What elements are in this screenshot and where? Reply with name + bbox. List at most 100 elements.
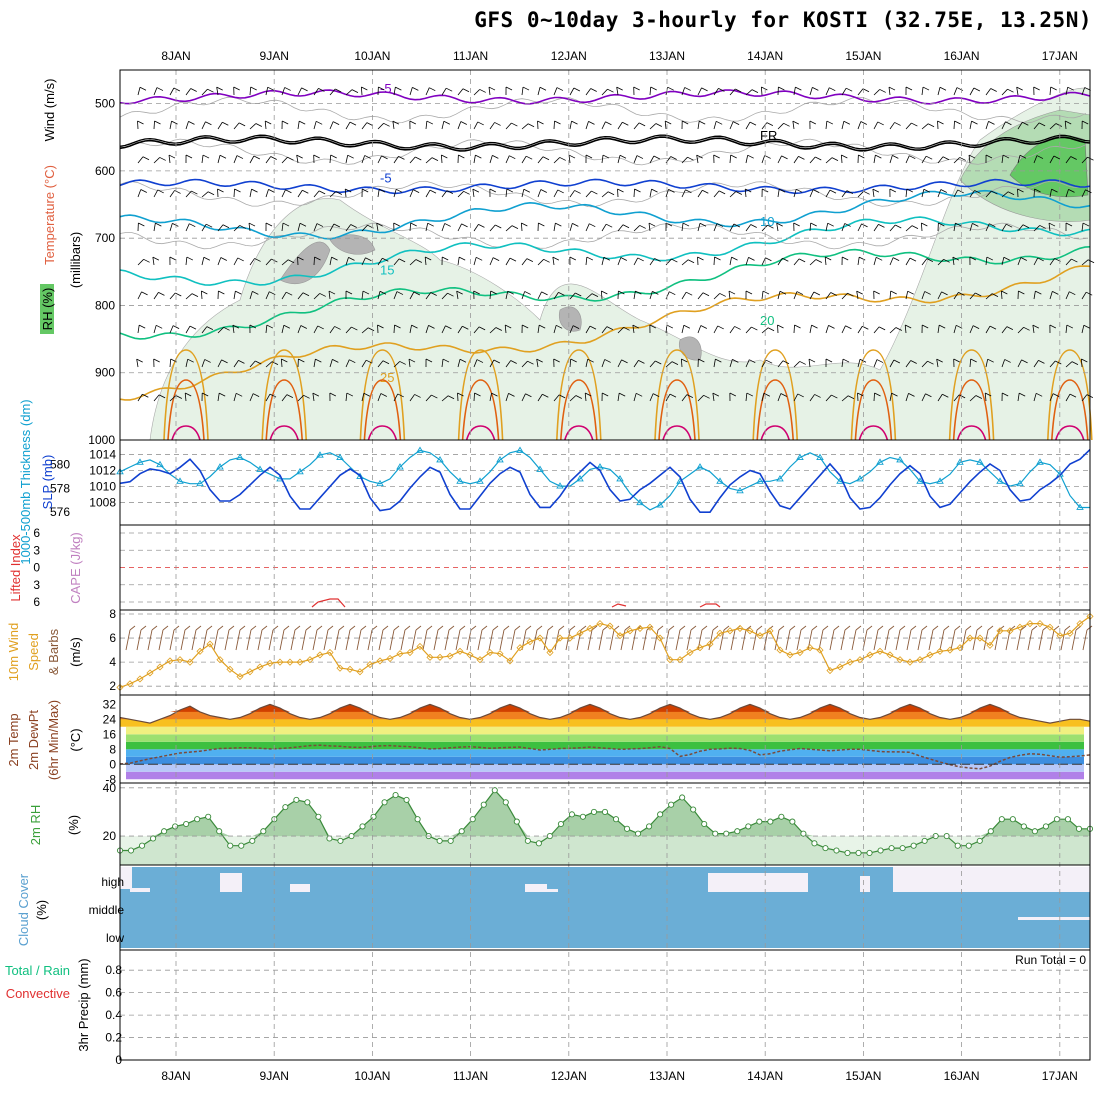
- lifted-index-tick-label: 6: [33, 526, 40, 540]
- wind-barb: [248, 223, 251, 232]
- wind-barb: [1001, 121, 1006, 130]
- wind-barb: [180, 629, 186, 651]
- wind-barb: [649, 258, 655, 266]
- wind-barb: [494, 122, 501, 126]
- wind-barb: [553, 157, 561, 164]
- wind-barb: [141, 291, 148, 296]
- wind-barb: [547, 625, 554, 631]
- wind-barb: [345, 359, 350, 368]
- wind-barb: [329, 191, 337, 198]
- wind-barb: [1070, 156, 1077, 160]
- temp-tick-label: -8: [105, 772, 116, 786]
- wind-barb: [441, 154, 448, 159]
- wind-barb: [733, 223, 741, 228]
- wind-barb: [286, 394, 294, 399]
- wind-barb: [937, 259, 944, 266]
- wind-barb: [815, 259, 823, 263]
- wind-barb: [889, 393, 892, 402]
- wind-barb: [649, 86, 652, 96]
- wind-barb: [841, 154, 848, 159]
- wind-barb: [921, 291, 926, 300]
- wind-barb: [363, 392, 371, 397]
- wind10m-speed-label: Speed: [26, 633, 41, 671]
- wind-barb: [888, 86, 896, 91]
- wind-barb: [1023, 326, 1030, 331]
- wind-barb: [184, 625, 191, 631]
- wind-barb: [200, 290, 203, 300]
- wind-barb: [206, 326, 214, 331]
- wind-barb: [296, 155, 299, 164]
- wind-barb: [763, 629, 769, 651]
- wind-barb: [681, 87, 686, 96]
- wind-barb: [840, 629, 846, 651]
- wind-barb: [1001, 257, 1005, 266]
- wind-barb: [825, 358, 833, 363]
- wind-speed-point: [1066, 629, 1074, 637]
- wind-barb: [879, 89, 886, 93]
- wind-barb: [955, 222, 962, 227]
- rh-point: [888, 845, 895, 852]
- wind-barb: [792, 120, 800, 125]
- wind-barb: [925, 393, 932, 398]
- thickness-tick-label: 576: [50, 505, 70, 519]
- rh-point: [833, 847, 840, 854]
- rh-point: [138, 842, 146, 849]
- wind-barb: [616, 87, 619, 96]
- wind-barb: [985, 154, 993, 159]
- thickness-point: [936, 477, 944, 484]
- wind-barb: [473, 155, 476, 164]
- wind-barb: [568, 154, 576, 159]
- wind-barb: [587, 358, 594, 363]
- wind-speed-point: [826, 666, 834, 675]
- wind-barb: [424, 257, 427, 266]
- wind-barb: [222, 224, 230, 229]
- wind-barb: [969, 325, 974, 334]
- wind-barb: [574, 190, 581, 194]
- wind-speed-point: [696, 644, 704, 652]
- rh-point: [877, 847, 884, 854]
- low-level-temp-contour: [760, 425, 790, 441]
- wind-barb: [539, 86, 547, 91]
- wind-barb: [522, 324, 529, 329]
- wind-barb: [349, 625, 356, 631]
- wind-barb: [812, 189, 820, 193]
- wind-barb: [655, 360, 662, 365]
- wind-barb: [302, 189, 309, 194]
- wind-barb: [841, 121, 845, 130]
- wind-barb: [233, 360, 239, 368]
- wind-barb: [793, 324, 795, 334]
- wind-barb: [1039, 225, 1046, 229]
- wind-barb: [1000, 290, 1003, 300]
- top-day-label: 10JAN: [354, 49, 390, 63]
- rh-point: [910, 842, 917, 849]
- wind-barb: [137, 325, 140, 334]
- wind-barb: [889, 257, 894, 266]
- wind-barb: [218, 290, 225, 295]
- low-level-temp-contour: [658, 379, 696, 441]
- wind-barb: [302, 292, 310, 297]
- wind-barb: [826, 120, 834, 125]
- wind-barb: [393, 291, 398, 300]
- wind-barb: [404, 625, 411, 631]
- wind-barb: [841, 190, 848, 198]
- rh-point: [976, 837, 983, 844]
- wind-barb: [351, 326, 358, 331]
- wind-barb: [642, 629, 648, 651]
- wind-barb: [873, 290, 880, 295]
- wind-barb: [904, 325, 907, 334]
- wind-barb: [255, 360, 262, 365]
- wind-barb: [989, 223, 996, 228]
- wind-barb: [633, 225, 641, 232]
- wind-barb: [795, 188, 803, 193]
- wind-barb: [760, 86, 763, 96]
- wind-barb: [648, 223, 651, 232]
- wind-barb: [825, 189, 831, 198]
- wind-barb: [762, 290, 770, 295]
- wind-barb: [201, 359, 206, 368]
- wind-speed-point: [376, 657, 384, 665]
- wind-barb: [635, 392, 643, 397]
- rh-point: [789, 818, 796, 825]
- wind-barb: [285, 291, 293, 296]
- wind-barb: [505, 360, 512, 368]
- wind-speed-point: [676, 656, 684, 664]
